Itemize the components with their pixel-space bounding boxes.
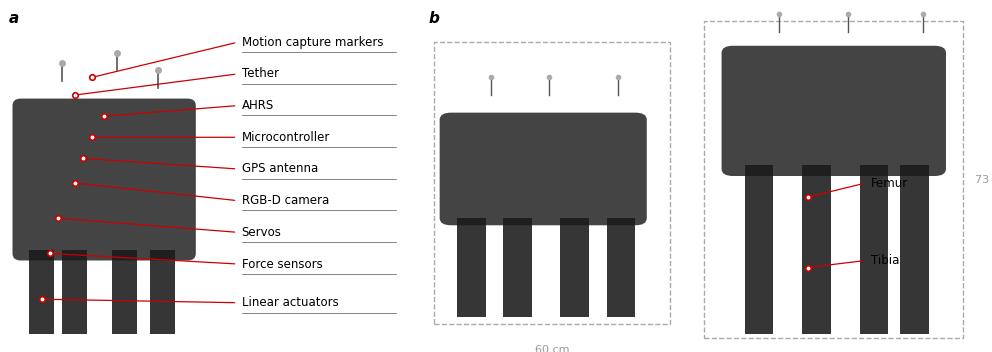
Text: 60 cm: 60 cm — [535, 345, 569, 352]
Text: AHRS: AHRS — [242, 99, 274, 112]
Bar — [606, 218, 635, 317]
Text: Force sensors: Force sensors — [242, 258, 322, 270]
Text: RGB-D camera: RGB-D camera — [242, 194, 329, 207]
Text: b: b — [429, 11, 439, 26]
Bar — [803, 165, 831, 334]
Bar — [434, 42, 670, 324]
Bar — [150, 250, 175, 334]
Bar — [503, 218, 532, 317]
FancyBboxPatch shape — [13, 99, 195, 260]
Bar — [560, 218, 589, 317]
Bar — [112, 250, 138, 334]
FancyBboxPatch shape — [721, 46, 946, 176]
Bar — [29, 250, 55, 334]
Text: Motion capture markers: Motion capture markers — [242, 36, 383, 49]
Text: Tibia: Tibia — [871, 254, 900, 267]
Bar — [704, 21, 963, 338]
Bar — [860, 165, 889, 334]
Bar — [457, 218, 486, 317]
Text: Femur: Femur — [871, 177, 909, 189]
Text: Tether: Tether — [242, 68, 279, 80]
Bar — [62, 250, 87, 334]
FancyBboxPatch shape — [439, 113, 647, 225]
Text: Servos: Servos — [242, 226, 282, 239]
Text: GPS antenna: GPS antenna — [242, 163, 317, 175]
Text: Microcontroller: Microcontroller — [242, 131, 330, 144]
Text: Linear actuators: Linear actuators — [242, 296, 338, 309]
Text: 73 cm: 73 cm — [975, 175, 992, 184]
Text: a: a — [8, 11, 19, 26]
Bar — [900, 165, 929, 334]
Bar — [745, 165, 774, 334]
